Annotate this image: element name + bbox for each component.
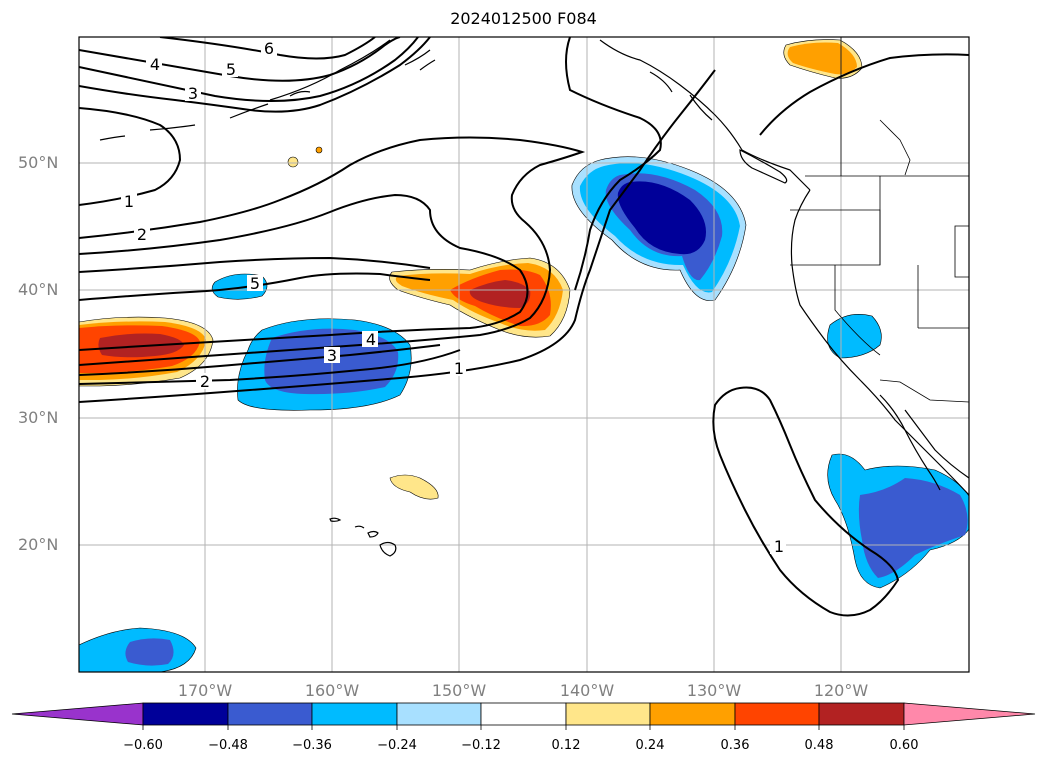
colorbar-segment — [649, 702, 736, 726]
contours — [79, 37, 969, 617]
contour-label: 2 — [137, 225, 147, 244]
colorbar-segment — [818, 702, 905, 726]
lon-label-140w: 140°W — [559, 681, 615, 700]
colorbar-tick-label: −0.60 — [123, 738, 163, 753]
colorbar-segment — [480, 702, 567, 726]
contour-label: 5 — [226, 60, 236, 79]
colorbar-ticks — [142, 725, 905, 730]
lat-label-50n: 50°N — [18, 153, 59, 172]
colorbar-tick-label: −0.48 — [208, 738, 248, 753]
contour-label: 3 — [188, 84, 198, 103]
lon-label-160w: 160°W — [304, 681, 360, 700]
colorbar-tick-label: 0.12 — [551, 738, 581, 753]
colorbar-segment — [227, 702, 313, 726]
lat-label-20n: 20°N — [18, 535, 59, 554]
colorbar-segment — [142, 702, 229, 726]
lat-label-40n: 40°N — [18, 280, 59, 299]
contour-labels: 6 4 5 3 1 2 5 4 3 2 1 1 — [121, 39, 786, 556]
map-area: 6 4 5 3 1 2 5 4 3 2 1 1 — [79, 37, 969, 672]
colorbar-tick-label: 0.48 — [804, 738, 834, 753]
map-frame — [78, 36, 970, 673]
colorbar-tick-label: 0.36 — [720, 738, 750, 753]
lon-label-150w: 150°W — [431, 681, 487, 700]
colorbar-segment — [565, 702, 651, 726]
contour-label: 1 — [454, 359, 464, 378]
contour-label: 4 — [366, 330, 376, 349]
contour-label: 1 — [124, 192, 134, 211]
contour-label: 2 — [200, 372, 210, 391]
colorbar-tick-label: −0.36 — [292, 738, 332, 753]
colorbar-segment — [396, 702, 482, 726]
colorbar-tick-label: −0.24 — [377, 738, 417, 753]
colorbar-segment — [734, 702, 820, 726]
lon-label-170w: 170°W — [177, 681, 233, 700]
contour-label: 4 — [150, 55, 160, 74]
colorbar-extend-low — [11, 702, 144, 726]
lat-label-30n: 30°N — [18, 408, 59, 427]
plot-title: 2024012500 F084 — [450, 9, 597, 28]
lon-label-120w: 120°W — [813, 681, 869, 700]
colorbar-tick-label: −0.12 — [461, 738, 501, 753]
contour-label: 6 — [264, 39, 274, 58]
colorbar — [11, 702, 1036, 730]
political-boundaries — [790, 37, 969, 403]
lon-label-130w: 130°W — [686, 681, 742, 700]
colorbar-tick-label: 0.60 — [889, 738, 919, 753]
contour-label: 1 — [774, 537, 784, 556]
colorbar-segment — [311, 702, 398, 726]
contour-label: 3 — [327, 346, 337, 365]
colorbar-tick-label: 0.24 — [635, 738, 665, 753]
contour-label: 5 — [250, 274, 260, 293]
colorbar-extend-high — [903, 702, 1036, 726]
